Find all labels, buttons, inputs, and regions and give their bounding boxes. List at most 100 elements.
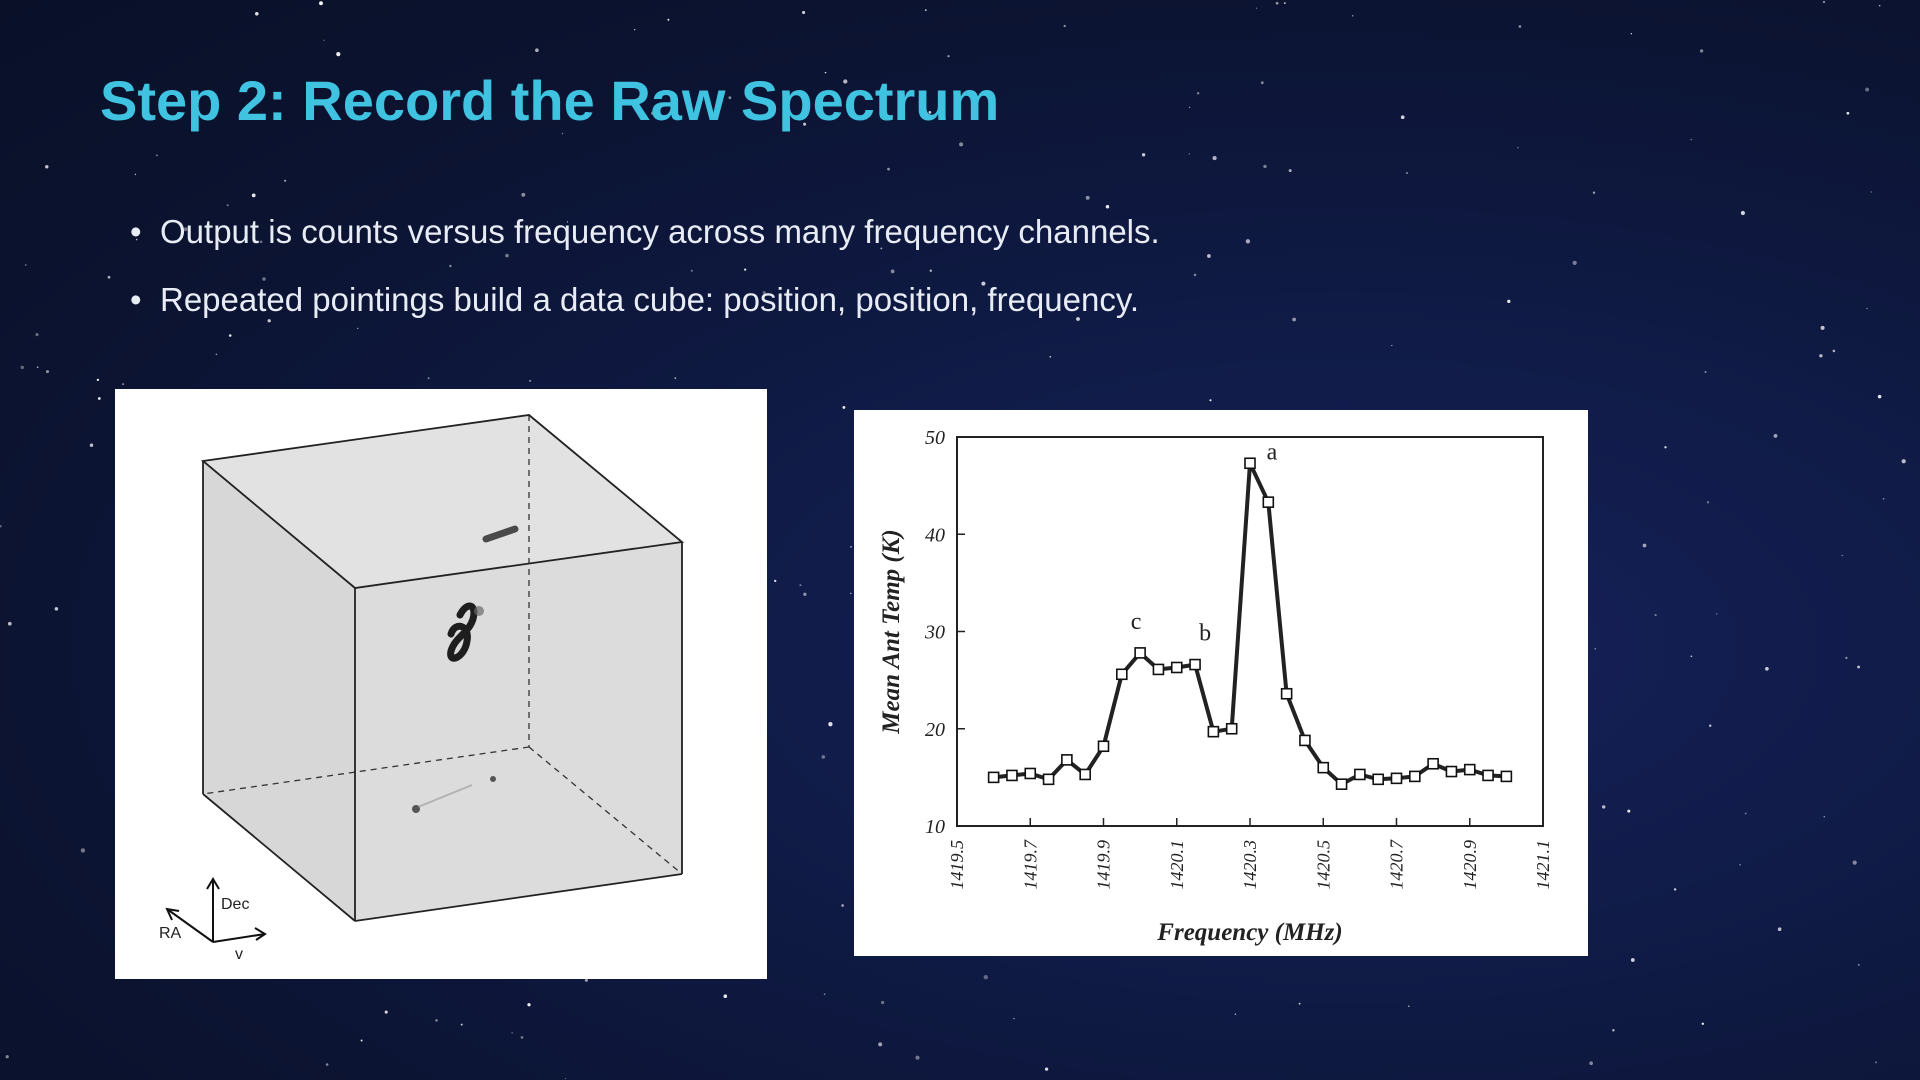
star: [1507, 299, 1511, 304]
star: [25, 264, 27, 266]
star: [435, 1019, 438, 1022]
spectrum-line: [993, 461, 1507, 787]
star: [1699, 49, 1704, 53]
star: [1288, 169, 1292, 173]
data-point-marker: [1280, 687, 1293, 700]
star: [1845, 656, 1848, 660]
star: [54, 607, 59, 611]
star: [802, 10, 806, 15]
star: [7, 621, 12, 626]
peak-annotation-b: b: [1199, 621, 1211, 647]
star: [511, 1032, 513, 1034]
star: [325, 1063, 329, 1066]
star: [1592, 191, 1596, 194]
data-point-marker: [1024, 767, 1037, 780]
star: [1612, 1028, 1615, 1032]
slide-title: Step 2: Record the Raw Spectrum: [100, 69, 1000, 132]
star: [45, 165, 49, 169]
star: [1883, 498, 1885, 500]
x-tick-label: 1420.1: [1167, 840, 1187, 890]
star: [89, 443, 94, 447]
data-point-marker: [1244, 457, 1256, 470]
star: [1878, 4, 1881, 7]
star: [1823, 815, 1826, 818]
star: [1630, 33, 1633, 35]
star: [803, 122, 807, 126]
data-point-marker: [1482, 769, 1494, 782]
star: [520, 1036, 524, 1039]
star: [1865, 87, 1870, 92]
star: [1877, 394, 1882, 399]
star: [1866, 307, 1868, 310]
star: [384, 1010, 388, 1014]
star: [1275, 1, 1279, 5]
star: [45, 370, 50, 374]
star: [145, 117, 148, 120]
data-point-marker: [1152, 663, 1165, 676]
star: [1188, 153, 1191, 155]
star: [667, 18, 670, 21]
star: [803, 592, 807, 596]
data-point-marker: [1170, 661, 1183, 674]
star: [915, 1055, 920, 1060]
star: [1690, 655, 1693, 658]
data-point-marker: [1079, 768, 1091, 781]
data-point-marker: [1207, 725, 1220, 738]
star: [1740, 210, 1745, 216]
star: [1063, 24, 1066, 28]
star: [36, 366, 39, 369]
x-tick-label: 1420.5: [1313, 840, 1333, 890]
data-point-marker: [1445, 765, 1458, 778]
star: [1283, 2, 1286, 5]
star: [215, 353, 218, 356]
star: [1141, 153, 1146, 157]
star: [928, 111, 932, 114]
star: [1602, 805, 1606, 809]
star: [35, 333, 39, 337]
star: [1654, 614, 1657, 617]
data-point-marker: [1042, 773, 1055, 786]
star: [728, 96, 732, 100]
star: [1857, 665, 1860, 669]
star: [1572, 260, 1577, 266]
cube-top-face: [203, 415, 682, 588]
star: [1255, 7, 1258, 9]
data-point-marker: [1225, 722, 1238, 735]
star: [823, 993, 826, 996]
star: [841, 904, 844, 907]
star: [887, 167, 890, 171]
star: [1209, 399, 1212, 402]
star: [1594, 648, 1596, 650]
star: [564, 1077, 567, 1080]
data-point-marker: [1354, 768, 1366, 781]
star: [1196, 92, 1200, 95]
data-point-marker: [1299, 734, 1311, 747]
star: [251, 193, 256, 198]
star: [1589, 1061, 1593, 1066]
star: [284, 179, 287, 182]
star: [1234, 1013, 1237, 1016]
star: [460, 1023, 463, 1026]
star: [1207, 254, 1211, 258]
star: [1852, 860, 1857, 865]
star: [1408, 1005, 1410, 1007]
star: [1518, 25, 1522, 28]
star: [1846, 111, 1850, 115]
y-tick-label: 30: [924, 622, 945, 644]
spectrum-chart-panel: Mean Ant Temp (K) Frequency (MHz) 10 20 30…: [854, 410, 1588, 956]
star: [1715, 613, 1718, 615]
star: [1744, 812, 1747, 815]
star: [1245, 239, 1251, 244]
star: [1832, 349, 1836, 353]
star: [1901, 459, 1906, 464]
data-cube-figure: Dec RA v: [115, 389, 767, 979]
data-point-marker: [1061, 754, 1073, 766]
x-tick-label: 1421.1: [1533, 840, 1553, 890]
star: [828, 722, 833, 727]
v-axis-label: v: [235, 946, 243, 963]
star: [1391, 344, 1393, 347]
star: [1739, 864, 1741, 866]
star: [821, 755, 826, 759]
y-axis-title: Mean Ant Temp (K): [878, 529, 905, 734]
cube-edges: [200, 414, 685, 922]
